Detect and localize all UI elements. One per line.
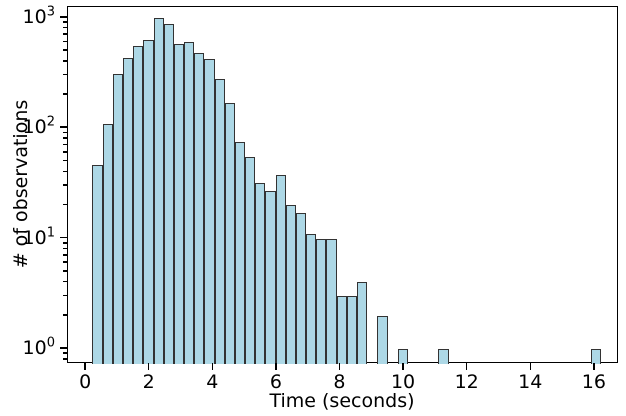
x-tick-label: 2 [142,371,155,393]
y-axis-minor-tick [63,270,67,272]
plot-area [67,6,618,364]
histogram-bar [295,213,307,364]
histogram-bar [346,296,357,364]
y-axis-minor-tick [63,203,67,206]
histogram-bar [336,296,347,364]
y-axis-tick [60,236,67,239]
y-axis-minor-tick [63,314,67,316]
histogram-bar [224,102,235,364]
histogram-bar [204,59,215,364]
y-axis-minor-tick [63,60,67,62]
x-tick-label: 12 [454,371,479,393]
y-axis-minor-tick [63,26,67,29]
histogram-bar [173,43,185,364]
y-axis-minor-tick [63,352,67,354]
x-tick-label: 14 [518,371,543,393]
histogram-bar [153,17,164,364]
histogram-bar [285,205,296,364]
y-axis-minor-tick [63,159,67,162]
y-axis-minor-tick [63,49,67,51]
histogram-bar [234,141,246,364]
x-tick-label: 16 [581,371,606,393]
histogram-bar [306,233,317,364]
histogram-bar [357,282,368,364]
histogram-bar [214,78,225,364]
x-axis-label: Time (seconds) [269,390,415,412]
y-axis-tick [60,126,67,128]
y-tick-label: 102 [22,114,55,139]
x-axis-tick [529,363,531,370]
y-axis-minor-tick [63,280,67,283]
histogram-bar [591,348,602,364]
y-axis-minor-tick [63,40,67,43]
histogram-bar [133,45,144,364]
x-axis-tick [147,363,150,370]
y-axis-minor-tick [63,21,67,23]
y-axis-minor-tick [63,254,67,256]
histogram-bar [265,190,276,364]
y-tick-label: 103 [22,4,55,28]
histogram-bar [143,39,154,364]
x-tick-label: 8 [333,371,346,393]
x-axis-tick [402,363,404,370]
histogram-bar [397,348,408,364]
histogram-bar [245,156,256,364]
y-axis-minor-tick [63,247,67,250]
y-axis-tick [60,16,67,18]
histogram-bar [112,73,123,364]
x-tick-label: 6 [269,371,282,393]
histogram-bar [194,52,205,364]
histogram-bar [316,238,327,364]
histogram-bar [255,182,266,364]
x-axis-tick [211,363,214,370]
x-tick-label: 4 [206,371,219,393]
y-axis-minor-tick [63,33,67,35]
y-axis-tick [60,347,67,349]
x-axis-tick [84,363,86,370]
histogram-bar [163,23,174,364]
y-axis-minor-tick [63,151,67,153]
y-axis-minor-tick [63,73,67,76]
y-axis-minor-tick [63,143,67,146]
y-tick-label: 101 [22,225,55,249]
y-axis-minor-tick [63,242,67,244]
x-tick-label: 0 [79,371,92,393]
y-axis-minor-tick [63,294,67,297]
histogram-bar [184,42,195,364]
histogram-bar [92,165,103,364]
x-axis-tick [338,363,341,370]
x-axis-tick [275,363,277,370]
histogram-bar [377,315,388,364]
y-axis-minor-tick [63,184,67,186]
y-tick-label: 100 [22,335,55,359]
y-axis-minor-tick [63,261,67,263]
histogram-bar [438,348,449,364]
x-tick-label: 10 [390,371,416,393]
histogram-bar [326,238,337,364]
histogram-bar [102,123,113,364]
x-axis-tick [465,363,468,370]
x-axis-tick [593,363,595,370]
y-axis-minor-tick [63,137,67,139]
y-axis-minor-tick [63,358,67,360]
y-axis-minor-tick [63,131,67,134]
histogram-bar [123,58,134,364]
y-axis-minor-tick [63,93,67,95]
y-axis-minor-tick [63,170,67,172]
histogram-bar [275,174,286,364]
